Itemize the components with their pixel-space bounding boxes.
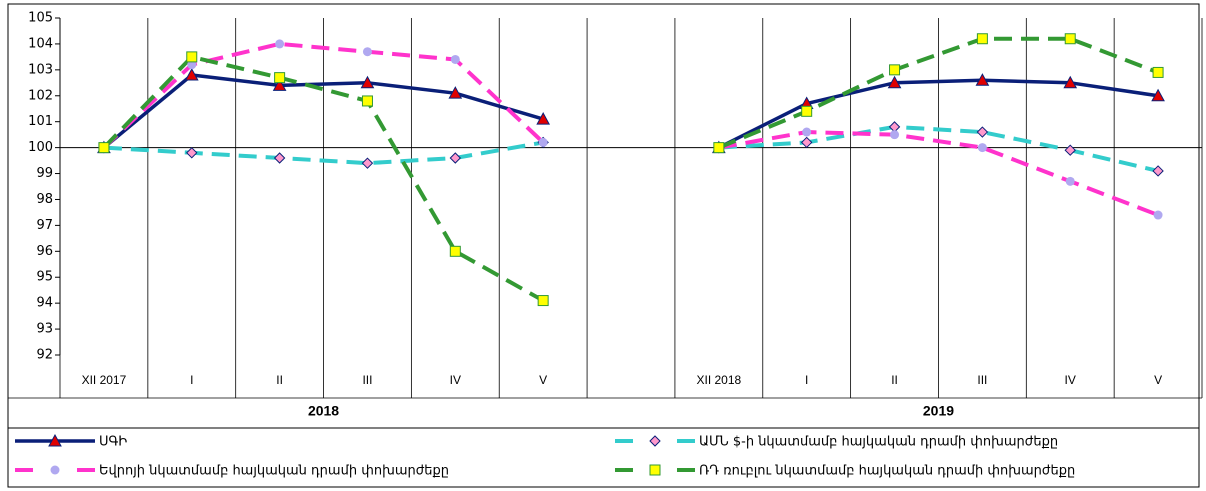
point	[976, 126, 989, 138]
point	[450, 54, 460, 64]
point	[1151, 88, 1165, 102]
point	[275, 39, 285, 49]
y-tick-label: 98	[36, 192, 53, 207]
point	[801, 105, 813, 117]
x-tick-label: I	[805, 373, 808, 387]
x-tick-label: V	[539, 373, 547, 387]
legend-item: ՌԴ ռուբլու նկատմամբ հայկական դրամի փոխար…	[615, 464, 1075, 479]
point	[361, 95, 373, 107]
point	[649, 435, 661, 447]
point	[362, 47, 372, 57]
point	[713, 142, 725, 154]
point	[1064, 144, 1076, 156]
point	[649, 464, 661, 476]
point	[975, 73, 990, 86]
y-tick-label: 100	[28, 140, 53, 155]
point	[1152, 66, 1164, 78]
point	[890, 130, 900, 140]
y-tick-label: 103	[28, 62, 53, 77]
point	[538, 137, 548, 147]
y-tick-label: 102	[28, 88, 53, 103]
point	[800, 136, 813, 149]
legend-label: ՍԳԻ	[99, 435, 127, 450]
point	[187, 60, 197, 70]
legend-item: ԱՄՆ $-ի նկատմամբ հայկական դրամի փոխարժեք…	[615, 435, 1058, 450]
point	[887, 75, 902, 89]
point	[50, 465, 60, 475]
series-line	[102, 36, 1159, 303]
point	[360, 75, 375, 89]
point	[1153, 210, 1163, 220]
x-tick-label: II	[276, 373, 283, 387]
x-tick-label: I	[190, 373, 193, 387]
point	[48, 433, 62, 447]
point	[186, 51, 198, 63]
y-tick-label: 97	[36, 218, 53, 233]
point	[449, 152, 462, 164]
x-tick-label: V	[1154, 373, 1162, 387]
point	[977, 143, 987, 153]
y-tick-label: 96	[36, 244, 53, 259]
series-line	[102, 41, 1159, 217]
x-tick-label: IV	[450, 373, 461, 387]
point	[186, 147, 198, 159]
y-tick-label: 92	[36, 348, 53, 363]
point	[802, 127, 812, 137]
y-tick-label: 95	[36, 270, 53, 285]
y-tick-label: 94	[36, 296, 53, 311]
point	[1065, 176, 1075, 186]
series-line	[103, 124, 1159, 173]
x-tick-label: II	[891, 373, 898, 387]
x-tick-label: XII 2018	[696, 373, 741, 387]
point	[537, 295, 549, 307]
point	[1063, 75, 1078, 89]
group-label: 2018	[308, 403, 339, 419]
point	[273, 152, 286, 164]
group-label: 2019	[923, 403, 954, 419]
legend-item: ՍԳԻ	[15, 433, 127, 450]
series-line	[102, 73, 1159, 150]
y-tick-label: 101	[28, 114, 53, 129]
legend-label: ՌԴ ռուբլու նկատմամբ հայկական դրամի փոխար…	[699, 464, 1075, 479]
chart-border	[7, 3, 1200, 488]
x-tick-label: IV	[1065, 373, 1076, 387]
point	[889, 64, 901, 76]
y-tick-label: 93	[36, 322, 53, 337]
point	[1064, 33, 1076, 45]
point	[448, 86, 463, 99]
legend-label: ԱՄՆ $-ի նկատմամբ հայկական դրամի փոխարժեք…	[699, 435, 1058, 450]
y-tick-label: 105	[28, 11, 53, 26]
x-tick-label: III	[977, 373, 987, 387]
x-tick-label: XII 2017	[82, 373, 127, 387]
point	[536, 112, 550, 125]
point	[1152, 165, 1164, 177]
point	[274, 72, 286, 84]
legend-item: Եվրոյի նկատմամբ հայկական դրամի փոխարժեքը	[15, 464, 449, 479]
point	[976, 33, 988, 45]
point	[361, 157, 374, 169]
point	[272, 78, 287, 91]
point	[98, 142, 110, 154]
point	[449, 245, 461, 257]
y-tick-label: 104	[28, 36, 53, 51]
y-tick-label: 99	[36, 166, 53, 181]
point	[184, 67, 199, 81]
x-tick-label: III	[362, 373, 372, 387]
legend-label: Եվրոյի նկատմամբ հայկական դրամի փոխարժեքը	[99, 464, 449, 479]
